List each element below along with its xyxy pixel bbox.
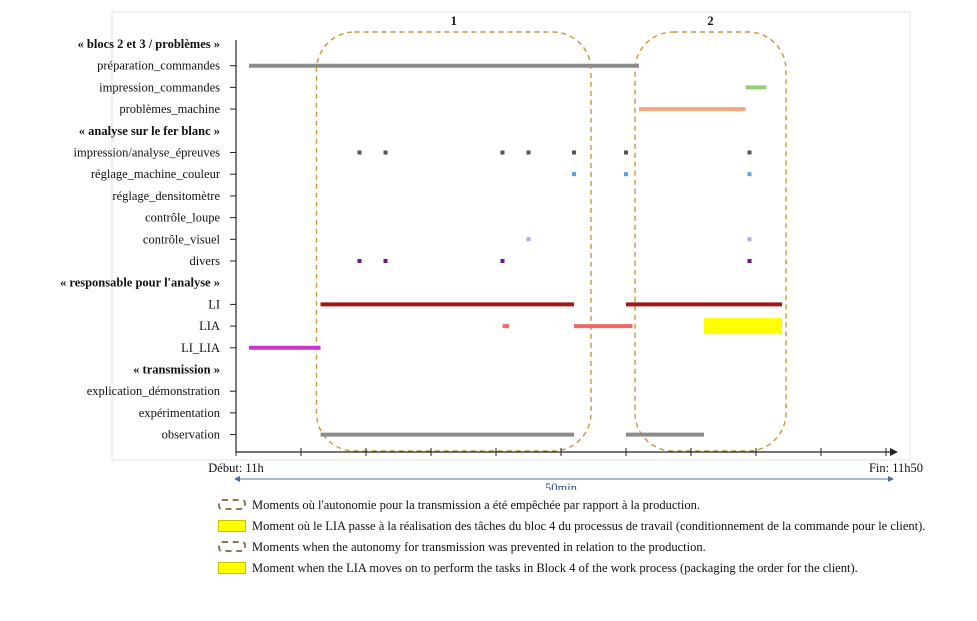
event-marker: [526, 237, 531, 242]
event-marker: [572, 172, 576, 177]
row-label: expérimentation: [139, 406, 221, 420]
legend-item-yellow-en: Moment when the LIA moves on to perform …: [218, 559, 973, 577]
duration-label: 50min: [545, 481, 578, 490]
legend-item-dashed-fr: Moments où l'autonomie pour la transmiss…: [218, 496, 973, 514]
group-title: « transmission »: [133, 363, 220, 377]
row-label: LI: [208, 297, 220, 311]
event-marker: [572, 150, 576, 155]
dashed-box-swatch: [218, 541, 246, 552]
x-start-label: Début: 11h: [208, 461, 264, 475]
row-label: contrôle_loupe: [145, 211, 220, 225]
group-title: « analyse sur le fer blanc »: [79, 124, 220, 138]
event-marker: [624, 150, 628, 155]
event-marker: [624, 172, 628, 177]
period-label: 2: [707, 14, 713, 28]
row-label: problèmes_machine: [119, 102, 220, 116]
row-label: réglage_densitomètre: [112, 189, 220, 203]
row-label: divers: [189, 254, 220, 268]
legend-item-dashed-en: Moments when the autonomy for transmissi…: [218, 538, 973, 556]
row-label: impression_commandes: [99, 80, 220, 94]
yellow-box-swatch: [218, 562, 246, 574]
legend-text: Moments when the autonomy for transmissi…: [252, 540, 706, 554]
group-title: « blocs 2 et 3 / problèmes »: [78, 37, 220, 51]
x-axis-arrow: [890, 448, 898, 456]
duration-arrow-right: [888, 476, 894, 482]
timeline-chart: 1 2 « blocs 2 et 3 / problèmes » préparatio…: [60, 11, 923, 490]
legend-text: Moment when the LIA moves on to perform …: [252, 561, 858, 575]
event-marker: [383, 150, 388, 155]
legend: Moments où l'autonomie pour la transmiss…: [218, 496, 973, 580]
row-label: LI_LIA: [181, 341, 220, 355]
dashed-box-swatch: [218, 499, 246, 510]
event-marker: [383, 259, 388, 263]
event-marker: [357, 150, 362, 155]
row-label: réglage_machine_couleur: [91, 167, 221, 181]
event-marker: [747, 237, 752, 242]
yellow-box-swatch: [218, 520, 246, 532]
legend-item-yellow-fr: Moment où le LIA passe à la réalisation …: [218, 517, 973, 535]
row-label: observation: [162, 428, 221, 442]
event-marker: [357, 259, 362, 263]
row-label: contrôle_visuel: [143, 232, 221, 246]
row-label: explication_démonstration: [87, 384, 221, 398]
event-marker: [747, 259, 752, 263]
x-end-label: Fin: 11h50: [869, 461, 923, 475]
row-label: impression/analyse_épreuves: [74, 146, 221, 160]
row-label: préparation_commandes: [97, 59, 220, 73]
event-marker: [526, 150, 531, 155]
legend-text: Moment où le LIA passe à la réalisation …: [252, 519, 926, 533]
period-box: [315, 31, 592, 452]
event-marker: [747, 172, 752, 177]
event-marker: [500, 150, 505, 155]
row-label: LIA: [199, 319, 220, 333]
period-box: [634, 31, 787, 452]
event-marker: [747, 150, 752, 155]
chart-frame: [111, 11, 911, 461]
period-label: 1: [451, 14, 457, 28]
highlight-bar: [704, 318, 782, 335]
legend-text: Moments où l'autonomie pour la transmiss…: [252, 498, 700, 512]
event-marker: [500, 259, 505, 263]
duration-arrow-left: [234, 476, 240, 482]
group-title: « responsable pour l'analyse »: [60, 276, 220, 290]
